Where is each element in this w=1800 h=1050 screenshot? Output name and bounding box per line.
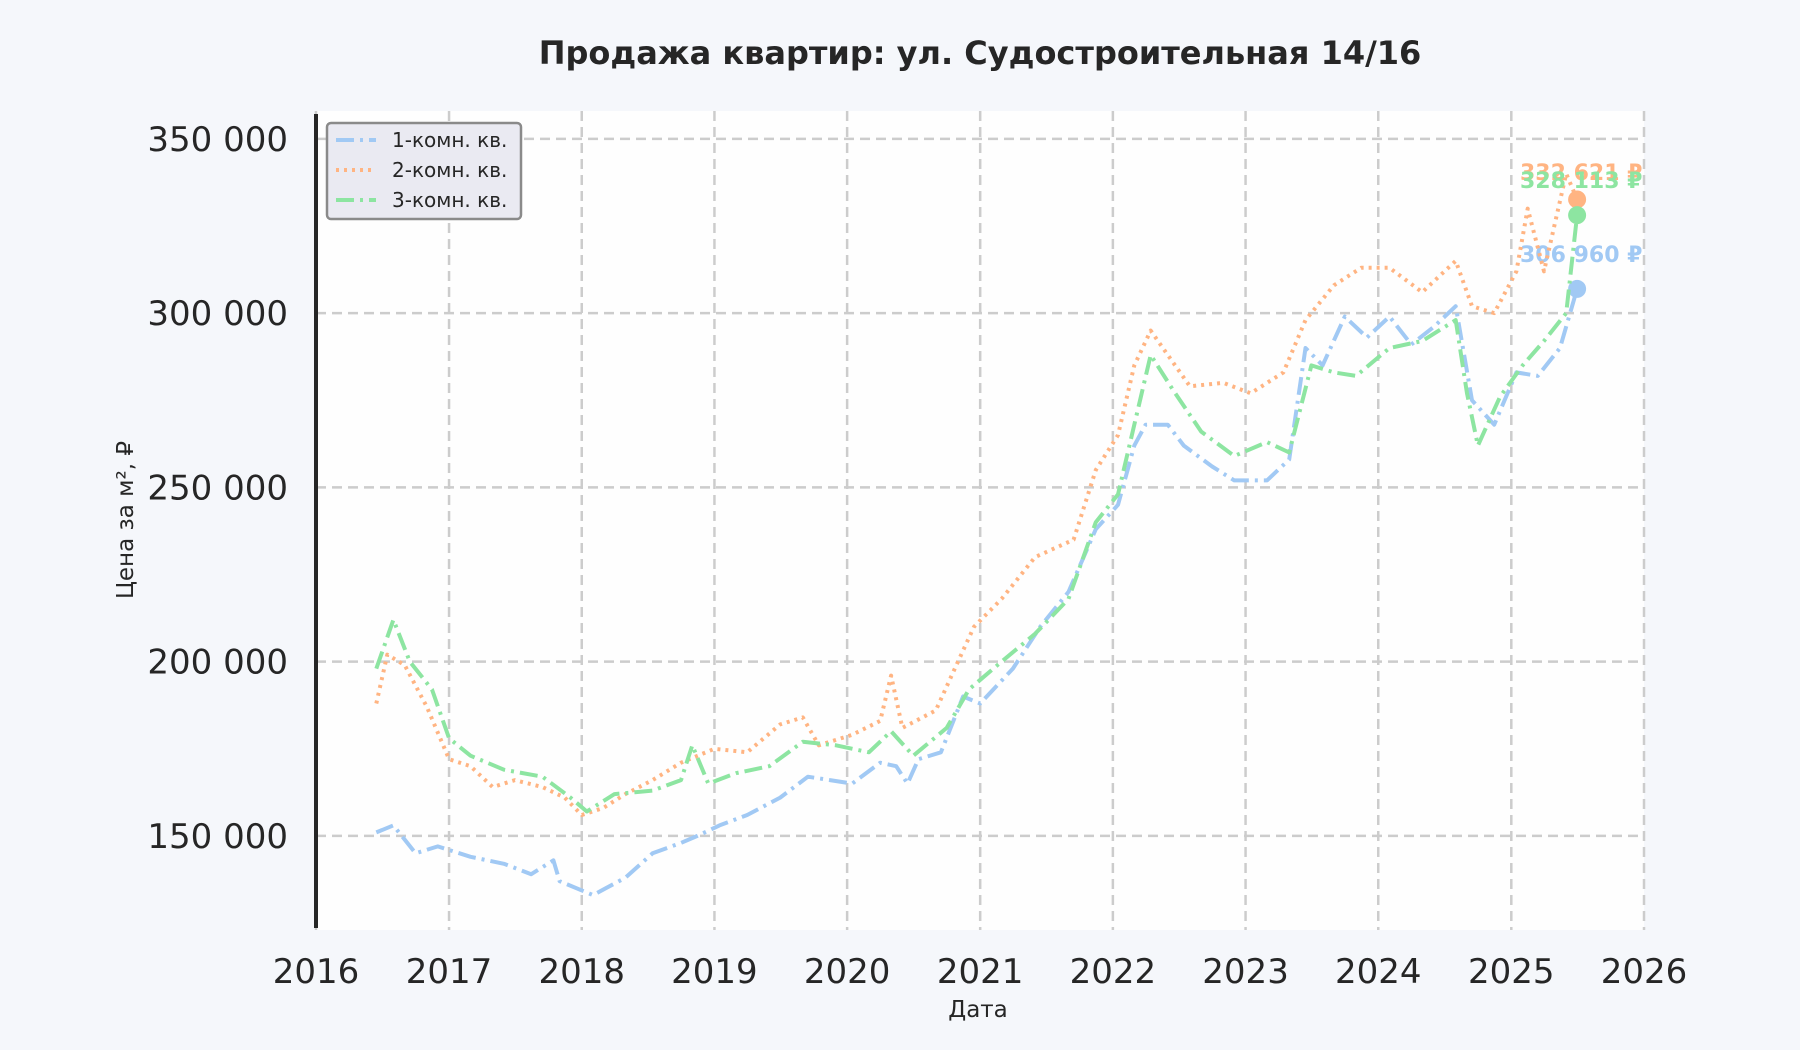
- series-end-label-2: 332 621 ₽: [1520, 161, 1642, 186]
- legend-label-2: 2-комн. кв.: [392, 158, 507, 182]
- y-tick-label: 300 000: [147, 294, 288, 334]
- legend: 1-комн. кв. 2-комн. кв. 3-комн. кв.: [325, 121, 523, 221]
- series-end-marker-1: [1568, 279, 1587, 298]
- x-axis-label: Дата: [948, 997, 1008, 1023]
- y-tick-label: 200 000: [147, 643, 288, 683]
- series-line-1: [375, 288, 1580, 898]
- y-tick-label: 150 000: [147, 817, 288, 857]
- series-layer: 306 960 ₽332 621 ₽328 113 ₽: [374, 161, 1642, 898]
- grid-layer: [314, 111, 1646, 930]
- x-tick-label: 2018: [538, 952, 625, 992]
- x-tick-label: 2024: [1335, 952, 1422, 992]
- chart-title: Продажа квартир: ул. Судостроительная 14…: [539, 34, 1422, 72]
- y-tick-label: 250 000: [147, 468, 288, 508]
- series-end-marker-3: [1568, 206, 1587, 225]
- y-axis-label: Цена за м², ₽: [113, 441, 139, 599]
- x-tick-label: 2019: [671, 952, 758, 992]
- x-tick-label: 2016: [273, 952, 360, 992]
- tick-layer: 150 000 200 000 250 000 300 000 350 000 2016 2…: [147, 120, 1687, 992]
- y-tick-label: 350 000: [147, 120, 288, 160]
- series-line-2: [374, 171, 1579, 817]
- legend-label-3: 3-комн. кв.: [392, 188, 507, 212]
- x-tick-label: 2021: [937, 952, 1024, 992]
- x-tick-label: 2023: [1202, 952, 1289, 992]
- legend-label-1: 1-комн. кв.: [392, 128, 507, 152]
- series-end-marker-2: [1568, 190, 1587, 209]
- x-tick-label: 2026: [1601, 952, 1688, 992]
- x-tick-label: 2025: [1468, 952, 1555, 992]
- x-tick-label: 2020: [804, 952, 891, 992]
- legend-box: [325, 121, 523, 221]
- series-end-label-3: 328 113 ₽: [1520, 169, 1642, 194]
- series-line-3: [374, 214, 1580, 814]
- x-tick-label: 2022: [1070, 952, 1157, 992]
- x-tick-label: 2017: [406, 952, 493, 992]
